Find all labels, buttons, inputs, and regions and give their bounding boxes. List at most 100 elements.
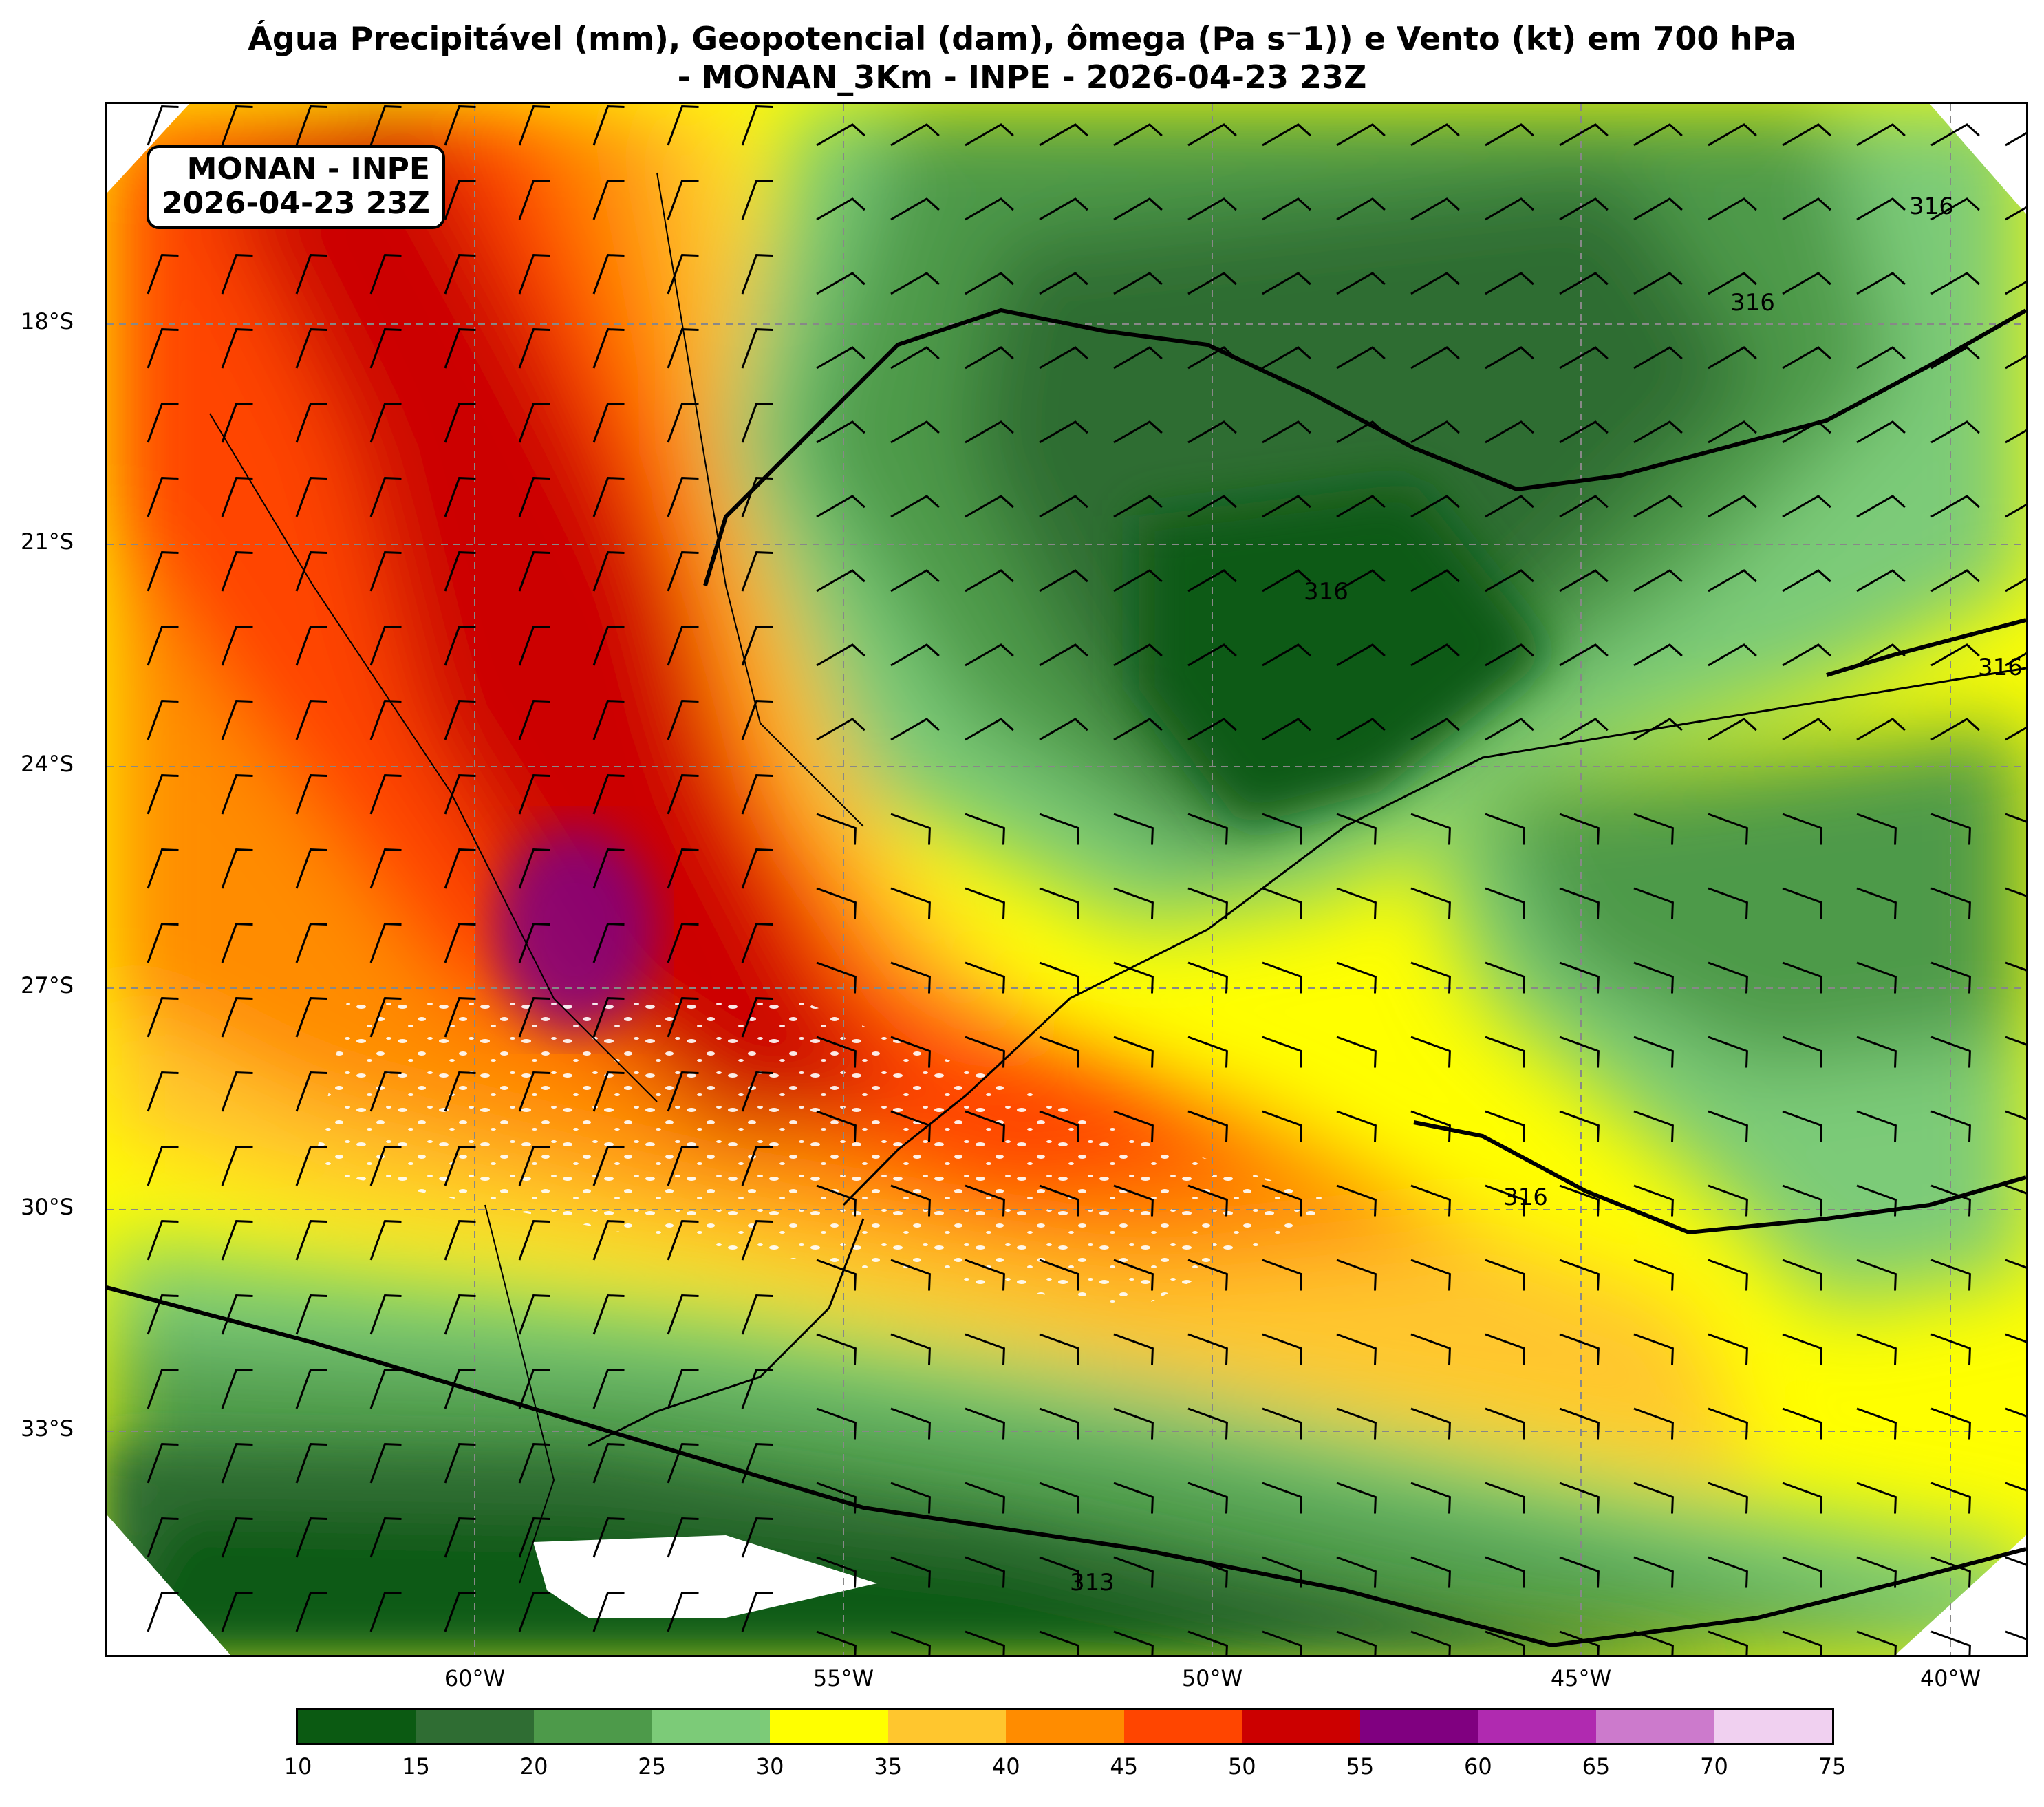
wind-barb: [295, 1592, 327, 1632]
wind-barb: [1782, 1036, 1822, 1068]
wind-barb: [369, 551, 402, 592]
wind-barb: [221, 1294, 253, 1335]
wind-barb: [1708, 272, 1757, 295]
domain-corner-se: [1895, 1535, 2026, 1655]
wind-barb: [890, 1333, 931, 1365]
wind-barb: [890, 1036, 931, 1068]
wind-barb: [816, 420, 865, 444]
contour-label: 316: [1978, 654, 2023, 681]
wind-barb: [1930, 1407, 1971, 1440]
wind-barb: [1633, 569, 1683, 592]
wind-barb: [1336, 1259, 1377, 1291]
wind-barb: [741, 105, 773, 146]
wind-barb: [741, 551, 773, 592]
wind-barb: [147, 1071, 179, 1112]
wind-barb: [369, 848, 402, 889]
wind-barb: [890, 1184, 931, 1217]
wind-barb: [369, 328, 402, 369]
wind-barb: [965, 718, 1014, 741]
wind-barb: [1113, 1556, 1154, 1588]
wind-barb: [1930, 643, 1980, 667]
wind-barb: [1262, 887, 1302, 919]
wind-barb: [1559, 420, 1609, 444]
wind-barb: [1633, 1036, 1674, 1068]
lat-label: 30°S: [21, 1194, 74, 1220]
wind-barb: [369, 1220, 402, 1261]
lon-label: 45°W: [1550, 1665, 1612, 1691]
wind-barb: [147, 328, 179, 369]
wind-barb: [741, 1220, 773, 1261]
wind-barb: [444, 328, 476, 369]
wind-barb: [1782, 197, 1831, 221]
wind-barb: [890, 1630, 931, 1655]
wind-barb: [518, 105, 550, 146]
wind-barb: [1708, 346, 1757, 370]
wind-barb: [518, 1517, 550, 1558]
wind-barb: [1485, 961, 1525, 994]
wind-barb: [1410, 197, 1460, 221]
wind-barb: [667, 477, 699, 517]
wind-barb: [1113, 961, 1154, 994]
wind-barb: [1485, 1556, 1525, 1588]
wind-barb: [1410, 1333, 1451, 1365]
wind-barb: [369, 1592, 402, 1632]
wind-barb: [1039, 272, 1088, 295]
wind-barb: [1113, 1333, 1154, 1365]
wind-barb: [667, 1517, 699, 1558]
contour-label: 316: [1909, 193, 1954, 220]
wind-barb: [890, 495, 940, 518]
wind-barb: [741, 1146, 773, 1186]
wind-barb: [1113, 569, 1163, 592]
wind-barb: [1708, 569, 1757, 592]
wind-barb: [1336, 1110, 1377, 1142]
wind-barb: [1856, 1184, 1897, 1217]
wind-barb: [1633, 272, 1683, 295]
wind-barb: [592, 1146, 625, 1186]
wind-barb: [1039, 197, 1088, 221]
wind-barb: [1410, 887, 1451, 919]
wind-barb: [1336, 1630, 1377, 1655]
wind-barb: [1633, 887, 1674, 919]
wind-barbs: [147, 105, 2026, 1655]
colorbar-swatch: [1714, 1710, 1832, 1743]
wind-barb: [816, 197, 865, 221]
wind-barb: [667, 105, 699, 146]
wind-barb: [667, 1592, 699, 1632]
wind-barb: [1782, 346, 1831, 370]
wind-barb: [1336, 718, 1386, 741]
wind-barb: [1410, 718, 1460, 741]
wind-barb: [1930, 272, 1980, 295]
wind-barb: [1856, 1556, 1897, 1588]
wind-barb: [890, 123, 940, 147]
wind-barb: [1262, 272, 1311, 295]
colorbar-swatch: [1359, 1710, 1478, 1743]
wind-barb: [1410, 346, 1460, 370]
wind-barb: [147, 477, 179, 517]
wind-barb: [1187, 272, 1237, 295]
wind-barb: [1336, 813, 1377, 845]
wind-barb: [816, 1482, 857, 1514]
wind-barb: [1930, 495, 1980, 518]
wind-barb: [741, 1071, 773, 1112]
precipitable-water-field: 316 316 316 316 316 313: [107, 104, 2026, 1655]
map-title: Água Precipitável (mm), Geopotencial (da…: [0, 19, 2044, 96]
colorbar-swatch: [770, 1710, 888, 1743]
wind-barb: [221, 1592, 253, 1632]
wind-barb: [2005, 577, 2026, 592]
wind-barb: [965, 197, 1014, 221]
wind-barb: [295, 403, 327, 443]
wind-barb: [1930, 813, 1971, 845]
wind-barb: [1930, 1184, 1971, 1217]
wind-barb: [147, 997, 179, 1038]
wind-barb: [1262, 495, 1311, 518]
wind-barb: [1559, 272, 1609, 295]
wind-barb: [1113, 643, 1163, 667]
wind-barb: [147, 700, 179, 740]
wind-barb: [890, 643, 940, 667]
wind-barb: [1559, 1036, 1600, 1068]
wind-barb: [1856, 643, 1906, 667]
wind-barb: [1262, 1333, 1302, 1365]
colorbar-tick-label: 75: [1818, 1753, 1847, 1779]
wind-barb: [1633, 1407, 1674, 1440]
wind-barb: [1559, 1407, 1600, 1440]
